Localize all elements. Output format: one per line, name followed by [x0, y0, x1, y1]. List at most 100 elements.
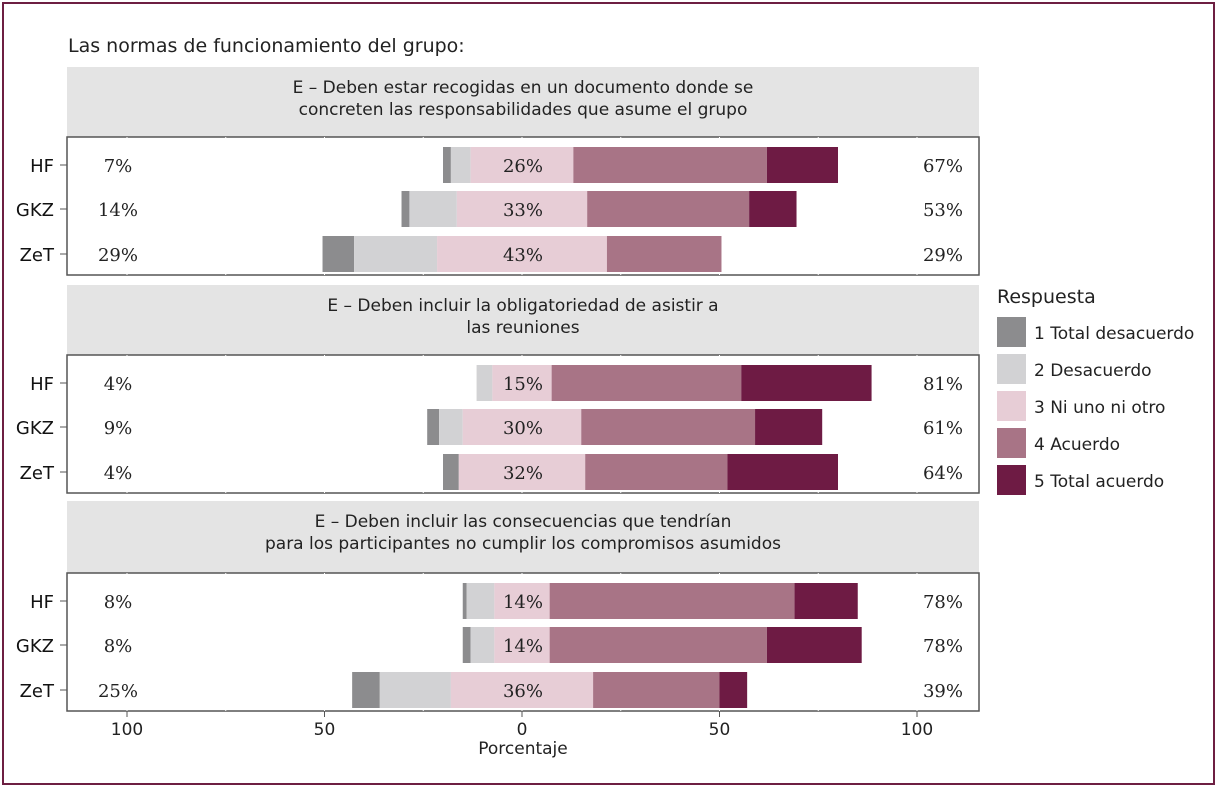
legend-label: 2 Desacuerdo — [1034, 361, 1152, 381]
bar-segment — [755, 409, 823, 445]
bar-segment — [462, 583, 467, 619]
x-tick-label: 0 — [517, 720, 528, 740]
bar-segment — [766, 627, 862, 663]
bar-segment — [427, 409, 440, 445]
bar-segment — [727, 454, 838, 490]
bar-segment — [593, 672, 720, 708]
mid-percent-label: 14% — [503, 636, 543, 657]
bar-segment — [749, 191, 797, 227]
bar-segment — [322, 236, 355, 272]
left-percent-label: 14% — [98, 200, 138, 221]
group-label: ZeT — [20, 245, 55, 266]
x-tick-label: 100 — [901, 720, 933, 740]
bar-segment — [458, 454, 586, 490]
left-percent-label: 4% — [104, 463, 133, 484]
left-percent-label: 29% — [98, 245, 138, 266]
right-percent-label: 78% — [923, 636, 963, 657]
legend-label: 5 Total acuerdo — [1034, 472, 1164, 492]
bar-segment — [549, 627, 767, 663]
bar-segment — [476, 365, 493, 401]
bar-segment — [439, 409, 463, 445]
x-tick-label: 50 — [709, 720, 731, 740]
group-label: HF — [30, 374, 54, 395]
right-percent-label: 53% — [923, 200, 963, 221]
right-percent-label: 64% — [923, 463, 963, 484]
legend-swatch — [997, 391, 1026, 421]
left-percent-label: 8% — [104, 592, 133, 613]
bar-segment — [494, 583, 550, 619]
bar-segment — [766, 147, 838, 183]
bar-segment — [443, 147, 451, 183]
group-label: ZeT — [20, 681, 55, 702]
right-percent-label: 67% — [923, 156, 963, 177]
bar-segment — [450, 672, 594, 708]
mid-percent-label: 32% — [503, 463, 543, 484]
mid-percent-label: 30% — [503, 418, 543, 439]
bar-segment — [794, 583, 858, 619]
panel-label-line: E – Deben incluir la obligatoriedad de a… — [327, 296, 718, 316]
legend-label: 3 Ni uno ni otro — [1034, 398, 1165, 418]
mid-percent-label: 26% — [503, 156, 543, 177]
left-percent-label: 8% — [104, 636, 133, 657]
mid-percent-label: 15% — [503, 374, 543, 395]
bar-segment — [401, 191, 410, 227]
legend-swatch — [997, 354, 1026, 384]
chart-title: Las normas de funcionamiento del grupo: — [68, 35, 465, 57]
bar-segment — [456, 191, 588, 227]
right-percent-label: 81% — [923, 374, 963, 395]
mid-percent-label: 33% — [503, 200, 543, 221]
group-label: GKZ — [16, 200, 54, 221]
legend-title: Respuesta — [997, 286, 1096, 308]
legend-label: 1 Total desacuerdo — [1034, 324, 1194, 344]
group-label: ZeT — [20, 463, 55, 484]
bar-segment — [494, 627, 550, 663]
panel-label-line: las reuniones — [466, 318, 579, 338]
legend-swatch — [997, 465, 1026, 495]
bar-segment — [443, 454, 459, 490]
left-percent-label: 4% — [104, 374, 133, 395]
bar-segment — [573, 147, 767, 183]
legend-label: 4 Acuerdo — [1034, 435, 1120, 455]
x-tick-label: 50 — [314, 720, 336, 740]
bar-segment — [719, 672, 748, 708]
bar-segment — [470, 147, 574, 183]
right-percent-label: 39% — [923, 681, 963, 702]
bar-segment — [741, 365, 872, 401]
mid-percent-label: 43% — [503, 245, 543, 266]
bar-segment — [352, 672, 380, 708]
bar-segment — [462, 409, 582, 445]
bar-segment — [585, 454, 728, 490]
bar-segment — [549, 583, 795, 619]
group-label: HF — [30, 592, 54, 613]
panel-label-line: concreten las responsabilidades que asum… — [299, 100, 748, 120]
mid-percent-label: 14% — [503, 592, 543, 613]
bar-segment — [581, 409, 756, 445]
bar-segment — [379, 672, 451, 708]
panel-strip — [67, 285, 979, 355]
bar-segment — [409, 191, 457, 227]
legend-swatch — [997, 317, 1026, 347]
bar-segment — [450, 147, 471, 183]
bar-segment — [606, 236, 722, 272]
left-percent-label: 7% — [104, 156, 133, 177]
bar-segment — [492, 365, 552, 401]
right-percent-label: 29% — [923, 245, 963, 266]
group-label: GKZ — [16, 636, 54, 657]
mid-percent-label: 36% — [503, 681, 543, 702]
panel-strip — [67, 501, 979, 573]
right-percent-label: 61% — [923, 418, 963, 439]
bar-segment — [466, 583, 495, 619]
panel-strip — [67, 67, 979, 137]
legend-swatch — [997, 428, 1026, 458]
bar-segment — [551, 365, 742, 401]
x-axis-label: Porcentaje — [478, 739, 568, 759]
panel-label-line: para los participantes no cumplir los co… — [265, 534, 781, 554]
x-tick-label: 100 — [111, 720, 143, 740]
left-percent-label: 9% — [104, 418, 133, 439]
left-percent-label: 25% — [98, 681, 138, 702]
group-label: GKZ — [16, 418, 54, 439]
panel-label-line: E – Deben incluir las consecuencias que … — [315, 512, 732, 532]
bar-segment — [587, 191, 750, 227]
right-percent-label: 78% — [923, 592, 963, 613]
